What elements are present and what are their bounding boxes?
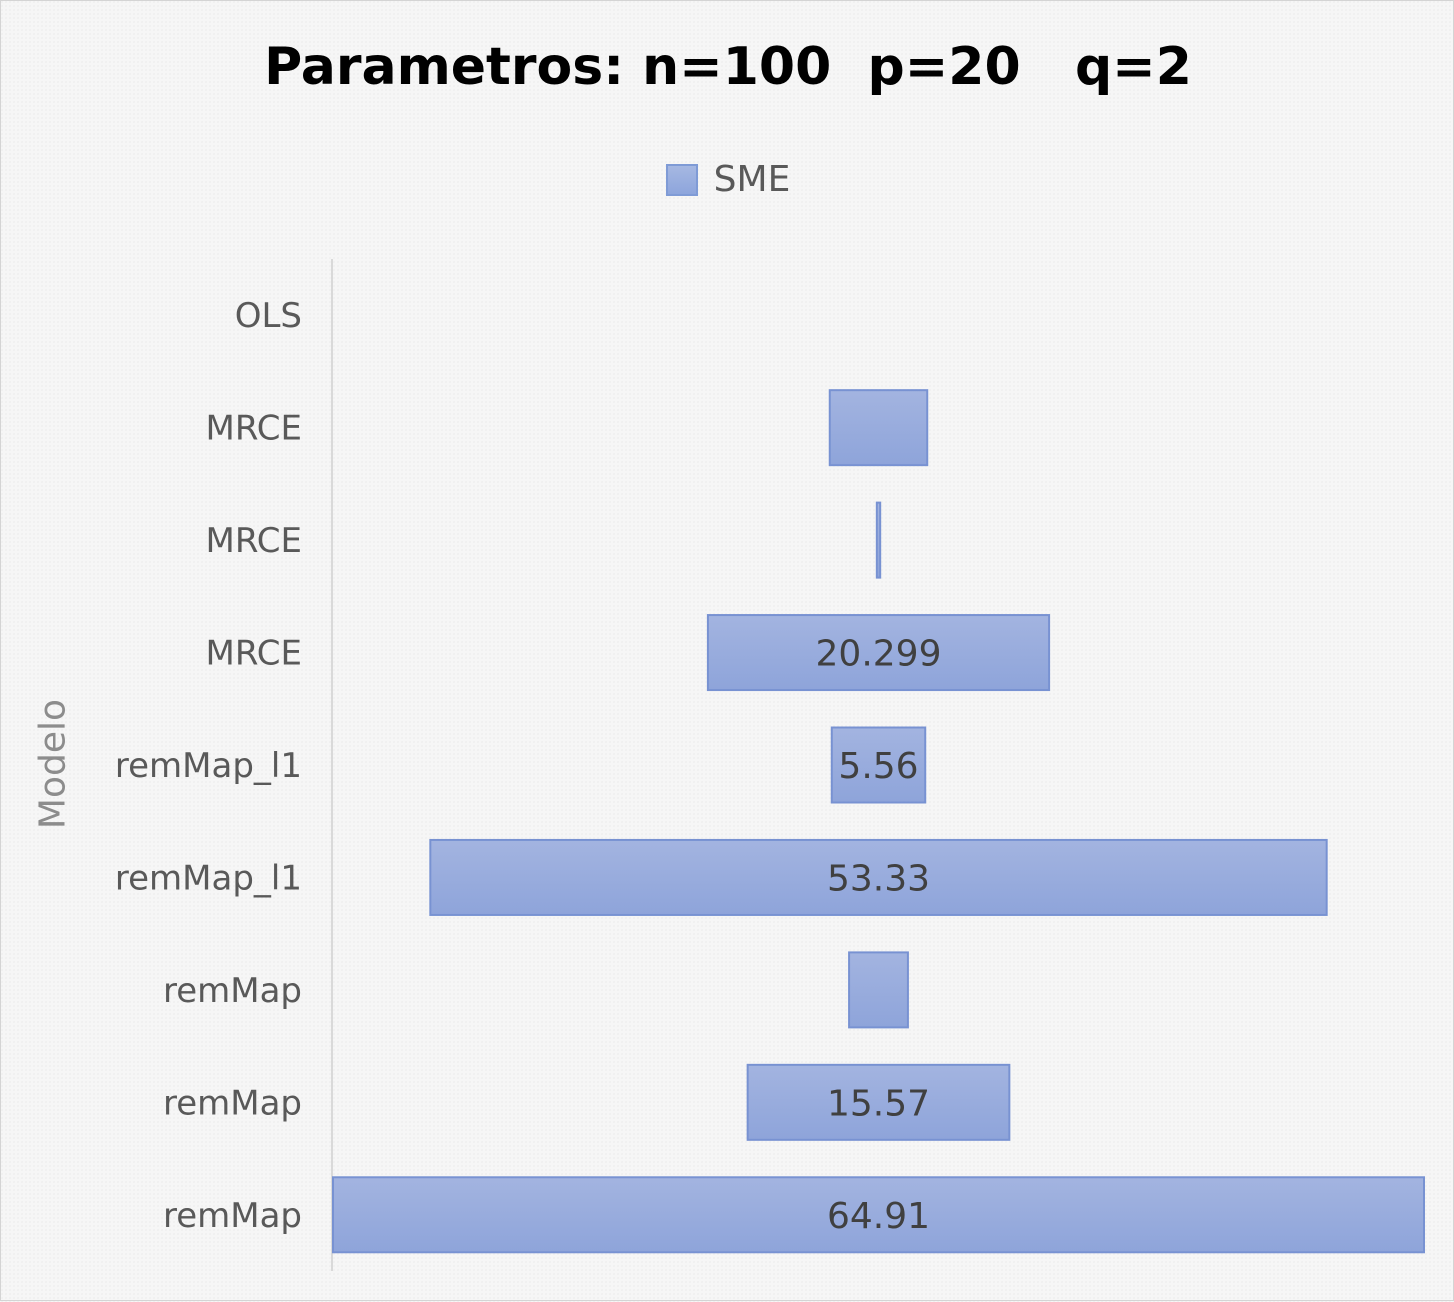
legend-swatch-sme xyxy=(665,163,698,196)
chart-title: Parametros: n=100 p=20 q=2 xyxy=(264,37,1192,97)
legend-label-sme: SME xyxy=(713,159,791,200)
data-label: 15.57 xyxy=(827,1083,930,1124)
data-label: 5.56 xyxy=(838,746,918,787)
data-label: 53.33 xyxy=(827,858,930,899)
y-tick-label: MRCE xyxy=(206,634,303,674)
y-tick-label: remMap_l1 xyxy=(115,858,302,898)
bar xyxy=(830,726,927,804)
bar xyxy=(746,1063,1011,1141)
bar xyxy=(332,1176,1425,1254)
y-tick-label: remMap_l1 xyxy=(115,746,302,786)
bar xyxy=(706,614,1051,692)
bar xyxy=(848,951,909,1029)
bar xyxy=(828,389,929,467)
bar xyxy=(875,501,882,579)
data-label: 20.299 xyxy=(816,634,942,675)
y-tick-label: remMap xyxy=(163,971,302,1011)
y-tick-label: remMap xyxy=(163,1196,302,1236)
y-tick-label: remMap xyxy=(163,1083,302,1123)
y-tick-label: MRCE xyxy=(206,409,303,449)
legend: SME xyxy=(1,159,1454,200)
y-tick-label: MRCE xyxy=(206,521,303,561)
data-label: 64.91 xyxy=(827,1196,930,1237)
bar xyxy=(429,838,1328,916)
y-tick-label: OLS xyxy=(235,296,302,336)
